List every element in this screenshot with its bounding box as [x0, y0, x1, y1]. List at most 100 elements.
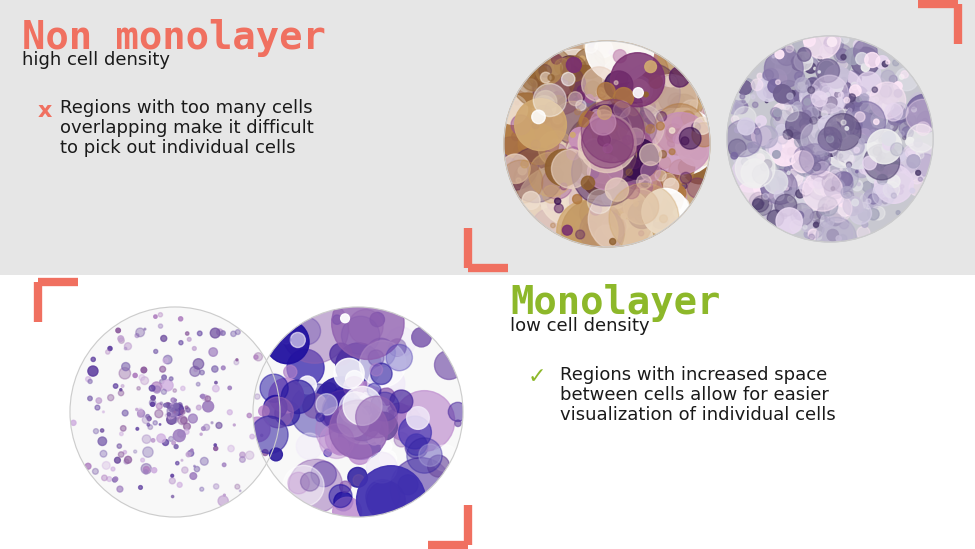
Circle shape: [677, 113, 687, 124]
Circle shape: [648, 192, 664, 208]
Circle shape: [619, 153, 635, 169]
Circle shape: [656, 122, 664, 130]
Circle shape: [526, 144, 538, 155]
Text: between cells allow for easier: between cells allow for easier: [560, 386, 829, 404]
Circle shape: [370, 312, 384, 327]
Circle shape: [612, 150, 630, 169]
Circle shape: [833, 127, 844, 138]
Circle shape: [518, 166, 526, 175]
Circle shape: [603, 180, 611, 188]
Circle shape: [541, 107, 554, 119]
Circle shape: [810, 117, 817, 124]
Circle shape: [587, 122, 631, 165]
Circle shape: [254, 355, 258, 359]
Circle shape: [394, 391, 454, 451]
Circle shape: [593, 130, 619, 156]
Circle shape: [139, 374, 144, 380]
Circle shape: [809, 112, 816, 119]
Circle shape: [513, 138, 547, 172]
Circle shape: [175, 399, 176, 401]
Circle shape: [197, 331, 202, 336]
Circle shape: [174, 430, 185, 441]
Circle shape: [154, 349, 158, 354]
Circle shape: [624, 76, 652, 104]
Circle shape: [615, 135, 629, 149]
Circle shape: [759, 141, 763, 145]
Circle shape: [185, 332, 189, 335]
Circle shape: [572, 194, 582, 204]
Circle shape: [769, 202, 772, 204]
Circle shape: [680, 169, 687, 177]
Circle shape: [578, 148, 589, 159]
Circle shape: [519, 149, 530, 161]
Circle shape: [838, 130, 853, 145]
Circle shape: [763, 69, 778, 84]
Circle shape: [613, 49, 627, 63]
Circle shape: [763, 86, 775, 98]
Circle shape: [906, 163, 916, 172]
Circle shape: [861, 198, 867, 204]
Circle shape: [826, 143, 848, 166]
Circle shape: [568, 92, 582, 106]
Circle shape: [202, 395, 208, 400]
Text: Regions with too many cells: Regions with too many cells: [60, 99, 313, 117]
Circle shape: [756, 116, 766, 126]
Circle shape: [141, 463, 151, 474]
Circle shape: [162, 375, 167, 379]
Circle shape: [591, 124, 644, 177]
Circle shape: [650, 112, 664, 126]
Circle shape: [566, 162, 623, 218]
Circle shape: [609, 183, 679, 253]
Circle shape: [501, 154, 530, 183]
Circle shape: [824, 39, 832, 47]
Circle shape: [288, 472, 309, 494]
Circle shape: [600, 121, 607, 128]
Circle shape: [825, 103, 830, 107]
Circle shape: [258, 406, 269, 416]
Circle shape: [172, 441, 176, 445]
Circle shape: [816, 217, 856, 257]
Circle shape: [120, 432, 123, 436]
Circle shape: [826, 130, 830, 133]
Circle shape: [311, 461, 336, 487]
Circle shape: [617, 135, 643, 161]
Circle shape: [689, 100, 702, 112]
Circle shape: [803, 138, 820, 155]
Circle shape: [844, 102, 854, 112]
Circle shape: [903, 136, 907, 139]
Circle shape: [776, 80, 780, 85]
Circle shape: [821, 214, 835, 228]
Circle shape: [827, 109, 855, 138]
Circle shape: [624, 183, 640, 199]
Circle shape: [785, 116, 800, 132]
Circle shape: [610, 53, 665, 107]
Circle shape: [535, 175, 539, 178]
Circle shape: [344, 377, 365, 397]
Circle shape: [344, 421, 361, 437]
Circle shape: [814, 138, 831, 154]
Circle shape: [837, 172, 847, 183]
Circle shape: [775, 116, 779, 120]
Circle shape: [597, 129, 603, 135]
Circle shape: [604, 166, 612, 174]
Circle shape: [882, 98, 900, 115]
Circle shape: [595, 133, 623, 162]
Circle shape: [812, 129, 821, 138]
Circle shape: [808, 229, 819, 239]
Circle shape: [547, 65, 550, 69]
Circle shape: [568, 88, 576, 96]
Circle shape: [149, 385, 155, 391]
Circle shape: [629, 111, 656, 137]
Circle shape: [586, 112, 630, 155]
Circle shape: [798, 82, 805, 90]
Circle shape: [173, 411, 177, 415]
Circle shape: [573, 138, 599, 164]
Circle shape: [348, 467, 368, 487]
Circle shape: [670, 128, 675, 133]
Circle shape: [834, 89, 837, 92]
Circle shape: [785, 149, 800, 164]
Circle shape: [893, 60, 899, 66]
Circle shape: [616, 140, 637, 161]
Circle shape: [889, 75, 897, 83]
Circle shape: [884, 168, 890, 174]
